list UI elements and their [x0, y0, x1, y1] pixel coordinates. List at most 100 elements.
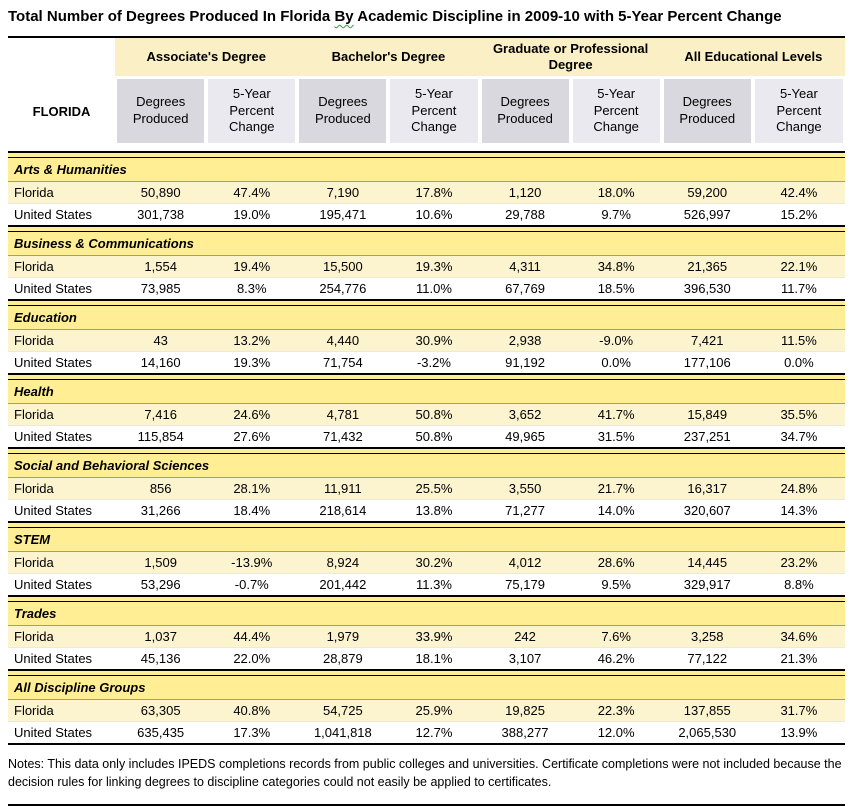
- data-cell: 11.7%: [752, 278, 845, 299]
- section-divider: [8, 595, 845, 602]
- table-header: Associate's Degree Bachelor's Degree Gra…: [8, 36, 845, 147]
- data-cell: 25.9%: [388, 700, 480, 722]
- data-cell: 8.8%: [752, 574, 845, 595]
- data-cell: 75,179: [479, 574, 571, 595]
- table-row: United States 301,738 19.0% 195,471 10.6% 29,…: [8, 204, 845, 225]
- data-cell: 14,160: [115, 352, 207, 373]
- data-cell: 9.7%: [570, 204, 662, 225]
- data-cell: 73,985: [115, 278, 207, 299]
- data-cell: 388,277: [479, 722, 571, 745]
- data-cell: 28.6%: [570, 552, 662, 574]
- data-cell: 8,924: [297, 552, 389, 574]
- table-row: United States 115,854 27.6% 71,432 50.8% 49,9…: [8, 426, 845, 447]
- data-cell: 1,120: [479, 182, 571, 204]
- section-header-row: Education: [8, 306, 845, 330]
- data-cell: 21.3%: [752, 648, 845, 669]
- data-cell: 30.9%: [388, 330, 480, 352]
- five-year-change-header: 5-Year Percent Change: [572, 79, 660, 143]
- data-cell: 15,500: [297, 256, 389, 278]
- table-row: United States 73,985 8.3% 254,776 11.0% 67,76…: [8, 278, 845, 299]
- section-divider: [8, 373, 845, 380]
- data-cell: 12.7%: [388, 722, 480, 745]
- data-cell: 1,037: [115, 626, 207, 648]
- degrees-produced-header: Degrees Produced: [663, 79, 751, 143]
- data-cell: -3.2%: [388, 352, 480, 373]
- data-cell: 33.9%: [388, 626, 480, 648]
- section-title: Business & Communications: [8, 232, 845, 256]
- notes-text: Notes: This data only includes IPEDS com…: [8, 757, 842, 790]
- data-cell: 54,725: [297, 700, 389, 722]
- data-cell: 0.0%: [570, 352, 662, 373]
- data-cell: 254,776: [297, 278, 389, 299]
- table-row: Florida 7,416 24.6% 4,781 50.8% 3,652 41.7% 15,…: [8, 404, 845, 426]
- group-header-associates: Associate's Degree: [115, 36, 298, 76]
- data-cell: -13.9%: [206, 552, 298, 574]
- section-title: Arts & Humanities: [8, 158, 845, 182]
- data-cell: 1,554: [115, 256, 207, 278]
- data-cell: 3,550: [479, 478, 571, 500]
- data-cell: 0.0%: [752, 352, 845, 373]
- data-cell: 34.6%: [752, 626, 845, 648]
- row-label: Florida: [8, 404, 116, 426]
- data-cell: 11.0%: [388, 278, 480, 299]
- data-cell: 25.5%: [388, 478, 480, 500]
- data-cell: 67,769: [479, 278, 571, 299]
- data-cell: 2,065,530: [661, 722, 753, 745]
- title-part1: Total Number of Degrees Produced In Flor…: [8, 8, 335, 25]
- table-row: United States 635,435 17.3% 1,041,818 12.7% 3…: [8, 722, 845, 745]
- data-cell: 24.6%: [206, 404, 298, 426]
- data-cell: -0.7%: [206, 574, 298, 595]
- degrees-produced-header: Degrees Produced: [117, 79, 205, 143]
- section-header-row: Arts & Humanities: [8, 158, 845, 182]
- data-cell: 28,879: [297, 648, 389, 669]
- data-cell: 3,258: [661, 626, 753, 648]
- data-cell: 242: [479, 626, 571, 648]
- data-cell: 23.2%: [752, 552, 845, 574]
- row-label: United States: [8, 500, 116, 521]
- data-cell: 50.8%: [388, 426, 480, 447]
- data-cell: 115,854: [115, 426, 207, 447]
- row-label: United States: [8, 352, 116, 373]
- sub-header-degrees: Degrees Produced: [479, 76, 571, 147]
- section-title: Social and Behavioral Sciences: [8, 454, 845, 478]
- sub-header-pct: 5-Year Percent Change: [570, 76, 662, 147]
- section-header-row: Social and Behavioral Sciences: [8, 454, 845, 478]
- data-cell: 7,421: [661, 330, 753, 352]
- section-title: All Discipline Groups: [8, 676, 845, 700]
- row-label: Florida: [8, 330, 116, 352]
- group-header-all-levels: All Educational Levels: [661, 36, 845, 76]
- row-label: United States: [8, 648, 116, 669]
- section-divider: [8, 225, 845, 232]
- header-gap-row: [8, 147, 845, 151]
- row-label: United States: [8, 426, 116, 447]
- data-cell: 15.2%: [752, 204, 845, 225]
- data-cell: 47.4%: [206, 182, 298, 204]
- section-divider: [8, 669, 845, 676]
- data-cell: 34.7%: [752, 426, 845, 447]
- section-header-row: All Discipline Groups: [8, 676, 845, 700]
- section-title: Trades: [8, 602, 845, 626]
- section-header-row: Business & Communications: [8, 232, 845, 256]
- section-header-row: Health: [8, 380, 845, 404]
- data-cell: 14.0%: [570, 500, 662, 521]
- data-cell: 18.1%: [388, 648, 480, 669]
- data-cell: 43: [115, 330, 207, 352]
- data-cell: 71,432: [297, 426, 389, 447]
- data-cell: 4,781: [297, 404, 389, 426]
- data-cell: 320,607: [661, 500, 753, 521]
- data-cell: 13.2%: [206, 330, 298, 352]
- row-label: United States: [8, 278, 116, 299]
- data-cell: 53,296: [115, 574, 207, 595]
- data-cell: 301,738: [115, 204, 207, 225]
- data-cell: 12.0%: [570, 722, 662, 745]
- data-cell: 50,890: [115, 182, 207, 204]
- data-cell: 16,317: [661, 478, 753, 500]
- data-cell: 17.8%: [388, 182, 480, 204]
- data-cell: 7,190: [297, 182, 389, 204]
- group-header-bachelors: Bachelor's Degree: [297, 36, 480, 76]
- data-cell: 14.3%: [752, 500, 845, 521]
- data-cell: 71,754: [297, 352, 389, 373]
- data-cell: 11.3%: [388, 574, 480, 595]
- group-header-graduate: Graduate or Professional Degree: [479, 36, 662, 76]
- table-row: United States 31,266 18.4% 218,614 13.8% 71,2…: [8, 500, 845, 521]
